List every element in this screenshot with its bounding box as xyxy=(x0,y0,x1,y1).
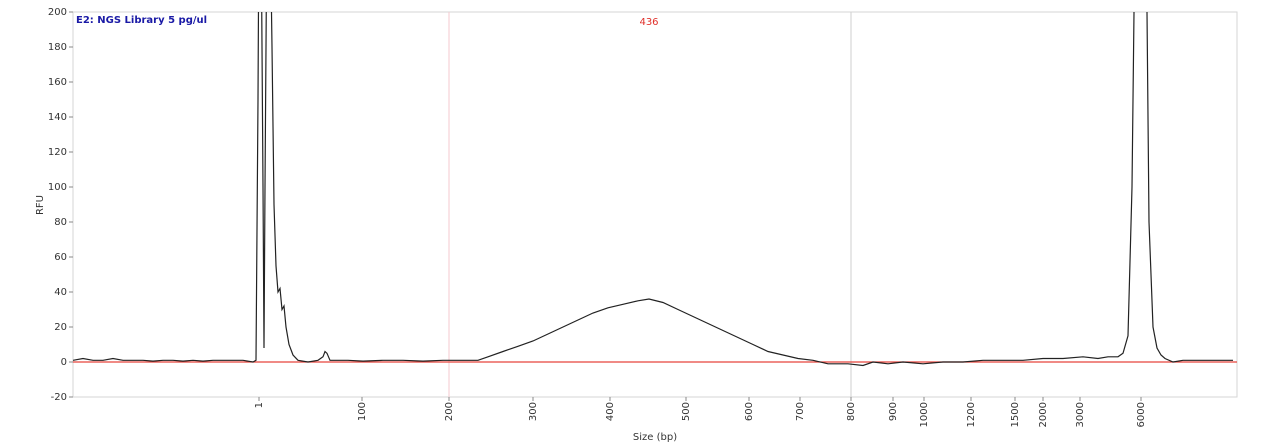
chart-title: E2: NGS Library 5 pg/ul xyxy=(76,15,207,26)
peak-annotation: 436 xyxy=(639,17,658,28)
y-tick-label: 200 xyxy=(48,7,67,18)
x-tick-label: 1200 xyxy=(966,402,977,427)
x-tick-label: 6000 xyxy=(1136,402,1147,427)
y-tick-label: 20 xyxy=(54,322,67,333)
x-axis-label: Size (bp) xyxy=(633,432,677,443)
x-tick-label: 1500 xyxy=(1010,402,1021,427)
x-tick-label: 800 xyxy=(846,402,857,421)
y-tick-label: 100 xyxy=(48,182,67,193)
x-tick-label: 1 xyxy=(254,402,265,408)
x-tick-label: 1000 xyxy=(919,402,930,427)
x-tick-label: 200 xyxy=(444,402,455,421)
x-tick-label: 300 xyxy=(528,402,539,421)
y-tick-label: 40 xyxy=(54,287,67,298)
x-tick-label: 500 xyxy=(681,402,692,421)
y-axis-label: RFU xyxy=(35,195,46,215)
x-tick-label: 3000 xyxy=(1075,402,1086,427)
y-tick-label: 60 xyxy=(54,252,67,263)
x-tick-label: 700 xyxy=(795,402,806,421)
x-tick-label: 600 xyxy=(744,402,755,421)
y-tick-label: 180 xyxy=(48,42,67,53)
x-tick-label: 100 xyxy=(357,402,368,421)
y-tick-label: 140 xyxy=(48,112,67,123)
y-tick-label: -20 xyxy=(51,392,67,403)
y-tick-label: 120 xyxy=(48,147,67,158)
x-tick-label: 2000 xyxy=(1038,402,1049,427)
trace xyxy=(73,12,1233,367)
y-tick-label: 80 xyxy=(54,217,67,228)
plot-frame xyxy=(72,11,1238,398)
x-tick-label: 400 xyxy=(605,402,616,421)
x-tick-label: 900 xyxy=(888,402,899,421)
y-tick-label: 0 xyxy=(61,357,67,368)
y-tick-label: 160 xyxy=(48,77,67,88)
